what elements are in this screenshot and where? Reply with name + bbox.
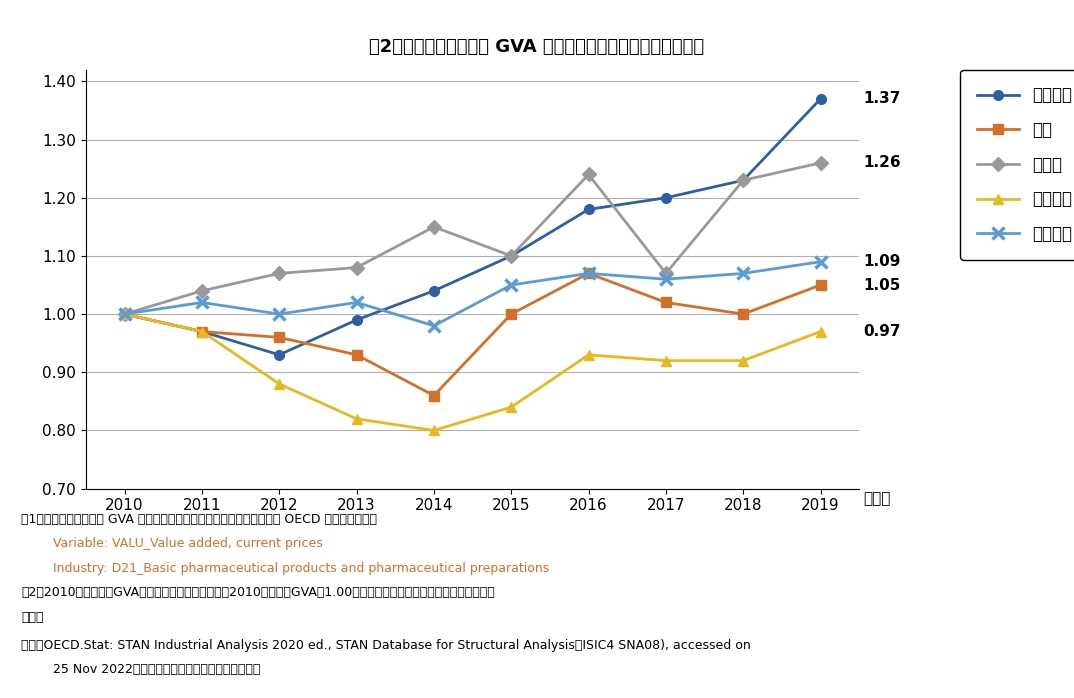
- 日本: [505, 310, 518, 318]
- イギリス: [505, 403, 518, 411]
- 日本: [427, 392, 440, 400]
- Legend: アメリカ, 日本, ドイツ, イギリス, フランス: アメリカ, 日本, ドイツ, イギリス, フランス: [960, 70, 1074, 260]
- ドイツ: [350, 263, 363, 272]
- 日本: [350, 350, 363, 359]
- Text: 25 Nov 2022をもとに医薬産業政策研究所にて作成: 25 Nov 2022をもとに医薬産業政策研究所にて作成: [21, 663, 261, 676]
- 日本: [814, 281, 827, 289]
- ドイツ: [195, 287, 208, 295]
- Text: 図2　各国の医薬品産業 GVA 規模の指数：経年推移（名目値）: 図2 各国の医薬品産業 GVA 規模の指数：経年推移（名目値）: [369, 38, 705, 57]
- アメリカ: [505, 252, 518, 260]
- イギリス: [814, 327, 827, 336]
- フランス: [195, 298, 208, 306]
- イギリス: [582, 350, 595, 359]
- 日本: [273, 333, 286, 341]
- アメリカ: [350, 315, 363, 324]
- アメリカ: [273, 350, 286, 359]
- アメリカ: [582, 205, 595, 214]
- 日本: [118, 310, 131, 318]
- 日本: [582, 269, 595, 278]
- Text: 注1：各国医薬品産業の GVA は、以下の区分の値を用いた。日本の値は OECD による見積値。: 注1：各国医薬品産業の GVA は、以下の区分の値を用いた。日本の値は OECD…: [21, 513, 377, 526]
- Text: 出所：OECD.Stat: STAN Industrial Analysis 2020 ed., STAN Database for Structural An: 出所：OECD.Stat: STAN Industrial Analysis 2…: [21, 639, 751, 652]
- アメリカ: [118, 310, 131, 318]
- ドイツ: [427, 223, 440, 231]
- イギリス: [427, 426, 440, 435]
- イギリス: [195, 327, 208, 336]
- アメリカ: [659, 193, 672, 202]
- イギリス: [273, 380, 286, 388]
- フランス: [814, 258, 827, 266]
- Text: 1.09: 1.09: [863, 254, 900, 269]
- Text: 1.37: 1.37: [863, 91, 900, 106]
- Line: ドイツ: ドイツ: [119, 158, 826, 319]
- Line: フランス: フランス: [119, 256, 826, 332]
- 日本: [195, 327, 208, 336]
- Text: 1.05: 1.05: [863, 278, 900, 292]
- ドイツ: [814, 158, 827, 167]
- イギリス: [350, 415, 363, 423]
- ドイツ: [737, 176, 750, 184]
- 日本: [659, 298, 672, 306]
- フランス: [505, 281, 518, 289]
- フランス: [737, 269, 750, 278]
- Text: 1.26: 1.26: [863, 156, 901, 170]
- フランス: [350, 298, 363, 306]
- フランス: [273, 310, 286, 318]
- Text: 注2：2010年の各国のGVA規模をもとに指数を表示。2010年の各国GVAを1.00とした。各国現地通貨ベースにて算出して: 注2：2010年の各国のGVA規模をもとに指数を表示。2010年の各国GVAを1…: [21, 586, 495, 600]
- フランス: [582, 269, 595, 278]
- 日本: [737, 310, 750, 318]
- アメリカ: [737, 176, 750, 184]
- アメリカ: [427, 287, 440, 295]
- フランス: [427, 322, 440, 330]
- フランス: [659, 275, 672, 283]
- Line: アメリカ: アメリカ: [119, 94, 826, 359]
- Text: （年）: （年）: [863, 491, 890, 507]
- Line: イギリス: イギリス: [119, 309, 826, 436]
- Text: Industry: D21_Basic pharmaceutical products and pharmaceutical preparations: Industry: D21_Basic pharmaceutical produ…: [21, 562, 550, 575]
- ドイツ: [118, 310, 131, 318]
- イギリス: [659, 357, 672, 365]
- Text: Variable: VALU_Value added, current prices: Variable: VALU_Value added, current pric…: [21, 537, 323, 551]
- ドイツ: [582, 170, 595, 179]
- Text: 0.97: 0.97: [863, 324, 901, 339]
- アメリカ: [195, 327, 208, 336]
- イギリス: [118, 310, 131, 318]
- イギリス: [737, 357, 750, 365]
- Text: いる。: いる。: [21, 611, 44, 624]
- ドイツ: [659, 269, 672, 278]
- ドイツ: [505, 252, 518, 260]
- ドイツ: [273, 269, 286, 278]
- アメリカ: [814, 95, 827, 103]
- Line: 日本: 日本: [119, 269, 826, 401]
- フランス: [118, 310, 131, 318]
